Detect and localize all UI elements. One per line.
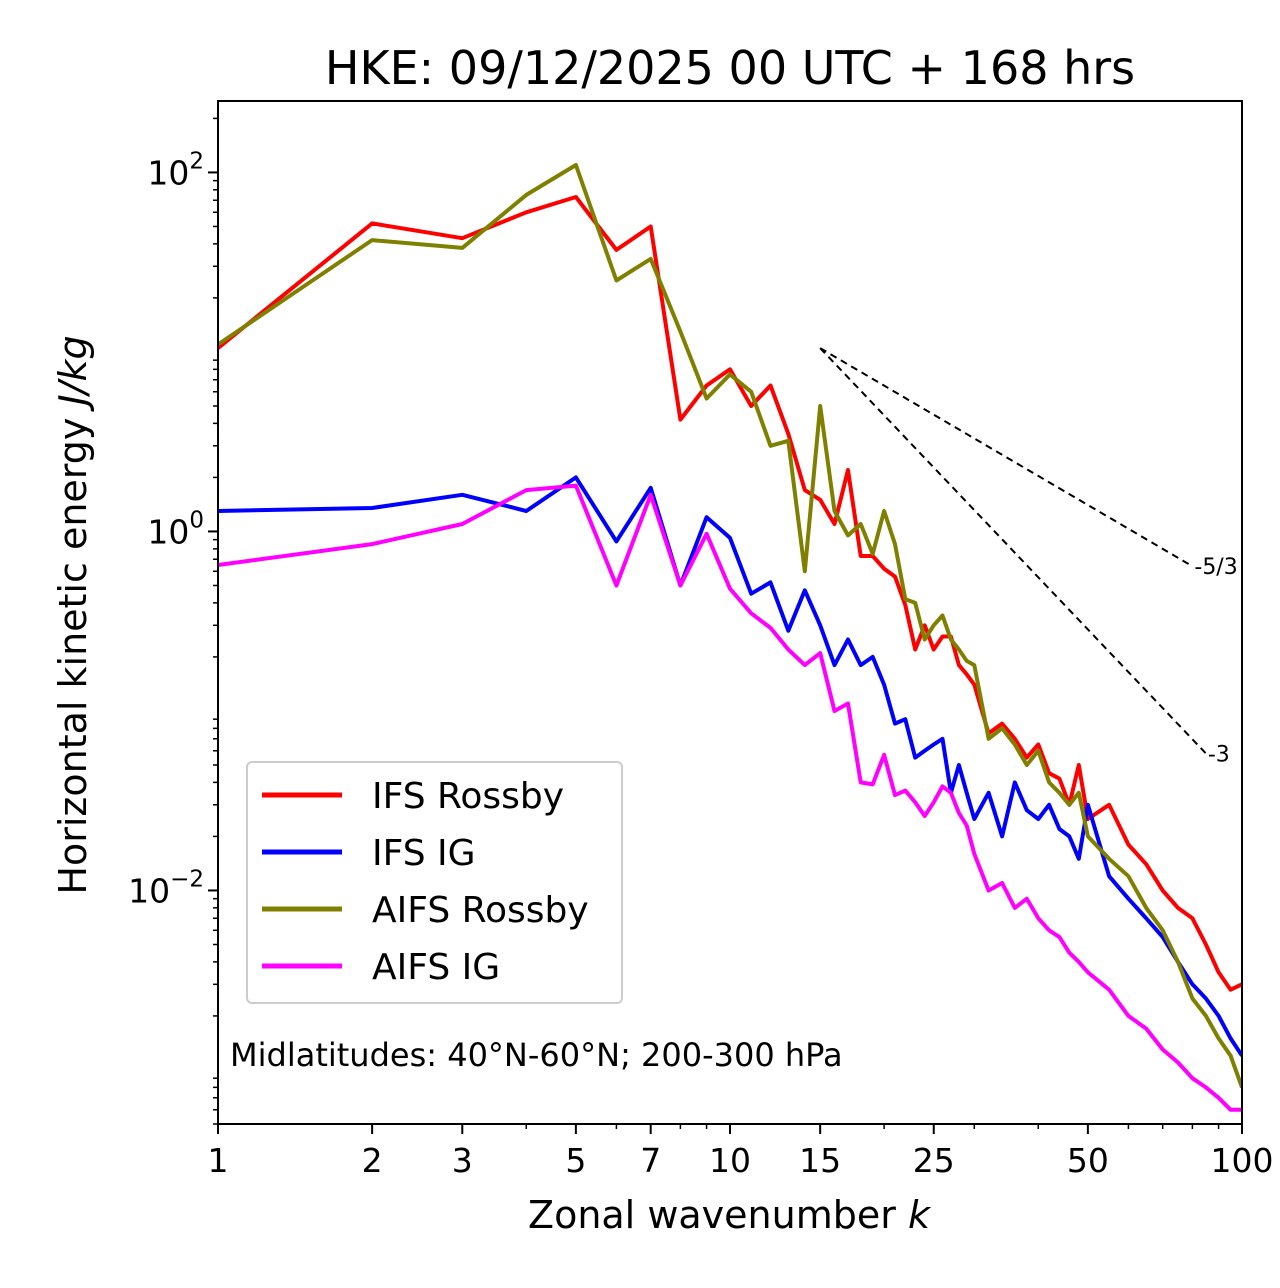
x-tick-label: 50 — [1067, 1141, 1109, 1180]
legend-label-ifs-rossby: IFS Rossby — [372, 776, 564, 817]
series-line-aifs-rossby — [218, 163, 1242, 1089]
x-axis-label-text: Zonal wavenumber — [528, 1193, 908, 1237]
x-axis-label: Zonal wavenumber k — [528, 1193, 932, 1237]
reference-slope-label: -3 — [1208, 742, 1230, 767]
x-tick-label: 10 — [709, 1141, 751, 1180]
x-tick-label: 3 — [452, 1141, 473, 1180]
x-tick-label: 100 — [1211, 1141, 1274, 1180]
chart-title: HKE: 09/12/2025 00 UTC + 168 hrs — [325, 41, 1135, 95]
legend-label-ifs-ig: IFS IG — [372, 833, 476, 874]
x-tick-label: 5 — [565, 1141, 586, 1180]
region-annotation: Midlatitudes: 40°N-60°N; 200-300 hPa — [230, 1036, 843, 1074]
axes-frame — [217, 100, 1243, 1125]
legend-label-aifs-rossby: AIFS Rossby — [372, 890, 589, 931]
legend-label-aifs-ig: AIFS IG — [372, 947, 500, 988]
reference-slope-label: -5/3 — [1194, 555, 1237, 580]
x-tick-label: 7 — [640, 1141, 661, 1180]
y-tick-label: 10−2 — [128, 866, 204, 910]
series-line-ifs-rossby — [218, 195, 1242, 992]
x-tick-label: 2 — [362, 1141, 383, 1180]
x-axis-label-variable: k — [908, 1193, 932, 1237]
series-line-aifs-ig — [218, 483, 1242, 1112]
legend: IFS Rossby IFS IG AIFS Rossby AIFS IG — [246, 761, 623, 1004]
y-axis-label-text: Horizontal kinetic energy — [51, 406, 95, 895]
y-axis-label: Horizontal kinetic energy J/kg — [51, 335, 95, 894]
y-axis-label-unit: J/kg — [51, 335, 95, 412]
x-tick-label: 25 — [913, 1141, 955, 1180]
reference-slope-line — [819, 347, 1207, 755]
legend-frame — [246, 761, 623, 1004]
x-tick-label: 15 — [799, 1141, 841, 1180]
x-tick-label: 1 — [208, 1141, 229, 1180]
y-tick-label: 100 — [147, 507, 204, 551]
y-tick-label: 102 — [147, 148, 204, 192]
plot-area: -5/3 -3 — [218, 163, 1242, 1112]
series-line-ifs-ig — [218, 475, 1242, 1057]
axis-ticks: 1 2 3 5 7 10 15 25 50 100 102 100 10−2 — [128, 117, 1274, 1180]
